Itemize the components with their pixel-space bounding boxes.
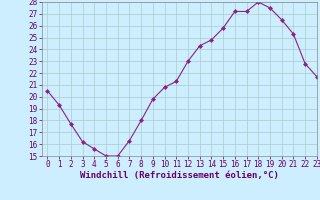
X-axis label: Windchill (Refroidissement éolien,°C): Windchill (Refroidissement éolien,°C) [80, 171, 279, 180]
